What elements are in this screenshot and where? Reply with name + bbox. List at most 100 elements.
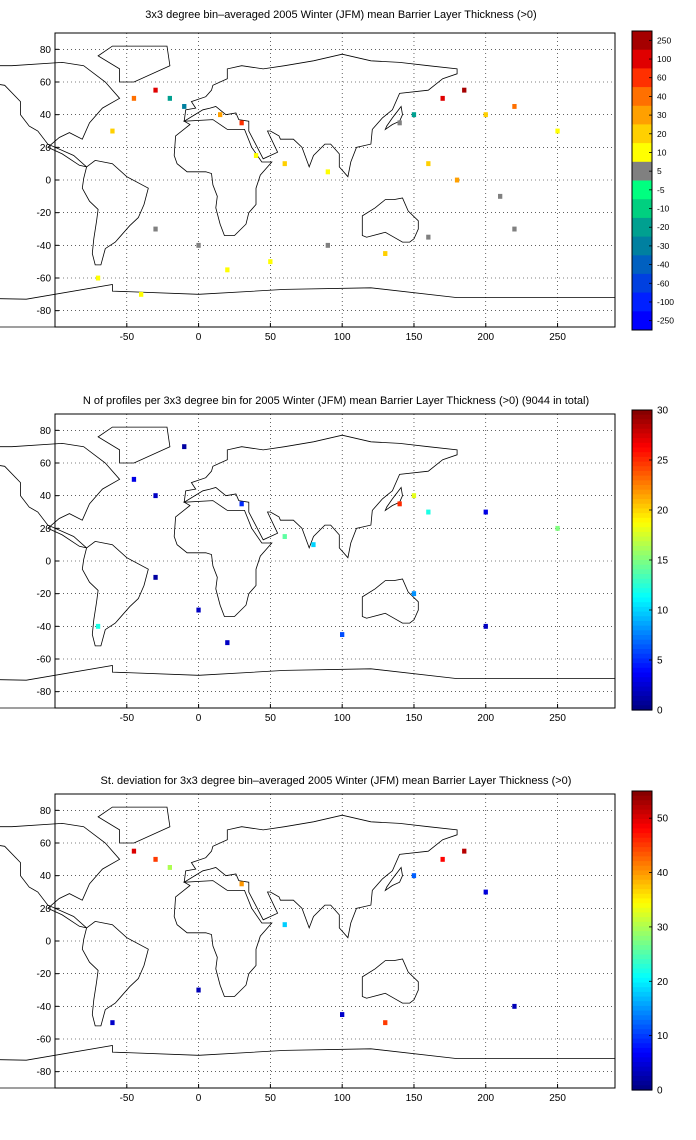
colorbar-label: 40 — [657, 91, 667, 101]
x-tick-label: 250 — [549, 1093, 566, 1104]
y-tick-label: 20 — [40, 143, 52, 154]
colorbar-label: 250 — [657, 35, 671, 45]
x-tick-label: 200 — [477, 1093, 494, 1104]
colorbar-segment — [632, 485, 652, 491]
coastline — [183, 434, 458, 559]
colorbar-segment — [632, 1066, 652, 1072]
colorbar-segment — [632, 795, 652, 801]
data-cell — [225, 640, 230, 646]
colorbar-segment — [632, 691, 652, 697]
coastline — [81, 159, 149, 266]
colorbar-segment — [632, 456, 652, 463]
colorbar-segment — [632, 410, 652, 416]
colorbar-label: 10 — [657, 1031, 669, 1042]
colorbar-label: 5 — [657, 166, 662, 176]
chart-3-y-ticks: -80 -60 -40 -20 0 20 40 60 80 — [37, 806, 59, 1078]
colorbar-label: 20 — [657, 977, 669, 988]
colorbar-segment — [632, 489, 652, 495]
chart-1-colorbar: 250 100 60 40 30 20 10 5 -5 -10 -20 -30 -40 -60 -100 -2… — [631, 30, 674, 331]
data-cell — [462, 87, 467, 93]
colorbar-segment — [632, 602, 652, 608]
colorbar-segment — [632, 630, 652, 636]
colorbar-segment — [632, 805, 652, 811]
colorbar-label: -30 — [657, 241, 670, 251]
chart-3-cells — [110, 848, 517, 1026]
colorbar-segment — [632, 503, 652, 510]
chart-1-title: 3x3 degree bin–averaged 2005 Winter (JFM… — [145, 9, 536, 21]
y-tick-label: -20 — [37, 208, 52, 219]
colorbar-segment — [632, 143, 652, 163]
y-tick-label: 0 — [45, 176, 51, 187]
y-tick-label: 60 — [40, 839, 52, 850]
colorbar-segment — [632, 823, 652, 829]
y-tick-label: 20 — [40, 904, 52, 915]
data-cell — [512, 104, 517, 109]
coastline — [97, 45, 171, 83]
data-cell — [218, 112, 223, 118]
colorbar-segment — [632, 578, 652, 585]
colorbar-segment — [632, 1005, 652, 1012]
colorbar-segment — [632, 870, 652, 876]
colorbar-segment — [632, 569, 652, 575]
data-cell — [555, 525, 560, 531]
colorbar-segment — [632, 31, 652, 51]
x-tick-label: 150 — [406, 332, 423, 343]
colorbar-segment — [632, 968, 652, 974]
chart-2-y-ticks: -80 -60 -40 -20 0 20 40 60 80 — [37, 426, 59, 698]
x-tick-label: 50 — [265, 332, 277, 343]
data-cell — [282, 922, 287, 928]
colorbar-segment — [632, 470, 652, 477]
chart-3-title: St. deviation for 3x3 degree bin–average… — [101, 775, 572, 787]
coastline — [97, 426, 171, 464]
colorbar-segment — [632, 87, 652, 107]
colorbar-label: 5 — [657, 656, 663, 667]
data-cell — [440, 856, 445, 862]
colorbar-segment — [632, 124, 652, 144]
coastline — [0, 61, 121, 168]
colorbar-segment — [632, 639, 652, 645]
colorbar-segment — [632, 963, 652, 970]
colorbar-label: 10 — [657, 606, 669, 617]
x-tick-label: 150 — [406, 713, 423, 724]
colorbar-segment — [632, 588, 652, 594]
x-tick-label: 0 — [196, 332, 202, 343]
data-cell — [555, 128, 560, 134]
colorbar-segment — [632, 616, 652, 622]
x-tick-label: 50 — [265, 713, 277, 724]
data-cell — [397, 120, 402, 126]
colorbar-segment — [632, 555, 652, 561]
data-cell — [462, 848, 467, 854]
coastline — [183, 53, 458, 178]
colorbar-segment — [632, 466, 652, 472]
colorbar-segment — [632, 513, 652, 519]
x-tick-label: -50 — [120, 332, 135, 343]
colorbar-segment — [632, 1001, 652, 1007]
colorbar-segment — [632, 658, 652, 664]
x-tick-label: -50 — [120, 1093, 135, 1104]
data-cell — [239, 120, 244, 126]
colorbar-segment — [632, 414, 652, 420]
data-cell — [153, 226, 158, 232]
data-cell — [512, 226, 517, 232]
x-tick-label: 100 — [334, 1093, 351, 1104]
colorbar-segment — [632, 828, 652, 834]
colorbar-frame — [631, 790, 653, 1091]
chart-2-profile-count: N of profiles per 3x3 degree bin for 200… — [0, 395, 669, 724]
colorbar-segment — [632, 536, 652, 542]
data-cell — [454, 177, 460, 183]
colorbar-label: 0 — [657, 706, 663, 717]
data-cell — [483, 509, 488, 515]
colorbar-segment — [632, 653, 652, 660]
colorbar-label: 20 — [657, 129, 667, 139]
coastline — [384, 486, 403, 512]
colorbar-segment — [632, 912, 652, 918]
y-tick-label: -20 — [37, 589, 52, 600]
colorbar-segment — [632, 973, 652, 979]
data-cell — [95, 623, 101, 629]
colorbar-segment — [632, 945, 652, 951]
chart-1-mean-blt: 3x3 degree bin–averaged 2005 Winter (JFM… — [0, 9, 674, 343]
chart-3-std-deviation: St. deviation for 3x3 degree bin–average… — [0, 775, 669, 1104]
colorbar-segment — [632, 907, 652, 914]
colorbar-segment — [632, 681, 652, 688]
data-cell — [95, 275, 101, 281]
